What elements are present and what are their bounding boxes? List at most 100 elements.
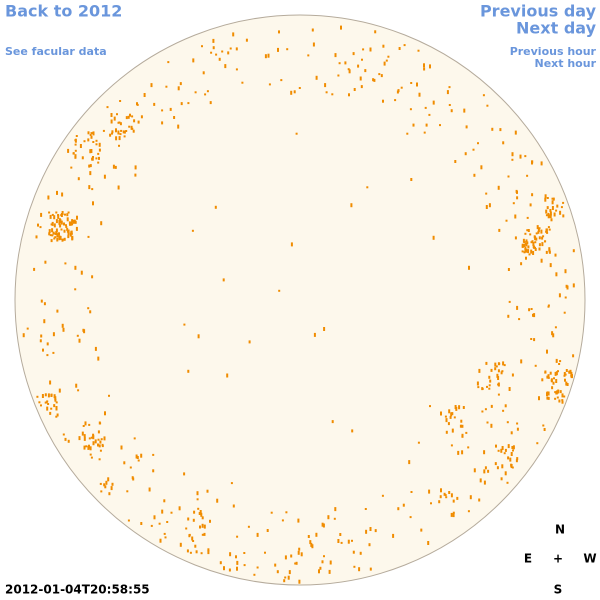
facula — [440, 488, 442, 493]
facula — [102, 129, 105, 132]
facula — [321, 560, 324, 564]
facula — [123, 135, 126, 138]
facula — [50, 393, 53, 397]
facula — [353, 88, 356, 91]
facula — [476, 381, 479, 386]
facula — [150, 524, 153, 527]
facula — [432, 100, 435, 105]
facula — [438, 500, 441, 504]
facula — [53, 223, 56, 228]
facula — [546, 206, 549, 210]
facula — [527, 245, 530, 249]
facula — [278, 289, 281, 292]
facula — [532, 251, 535, 255]
facula — [564, 378, 566, 382]
facula — [498, 228, 501, 232]
facula — [46, 400, 49, 403]
facula — [511, 152, 514, 157]
facula — [541, 236, 544, 240]
facula — [196, 498, 199, 501]
facula — [369, 527, 372, 531]
facula — [82, 425, 85, 427]
facula — [553, 212, 556, 217]
facula — [408, 460, 411, 465]
facula — [180, 102, 183, 106]
facula — [331, 420, 334, 424]
facula — [512, 202, 515, 205]
facula — [445, 430, 448, 434]
facula — [530, 249, 533, 254]
facula — [106, 106, 109, 109]
facula — [549, 371, 552, 375]
facula — [497, 376, 500, 380]
facula — [380, 74, 383, 78]
facula — [90, 436, 93, 439]
facula — [49, 234, 52, 237]
facula — [511, 158, 514, 161]
back-link[interactable]: Back to 2012 — [5, 2, 122, 21]
facula — [126, 490, 129, 493]
facula — [548, 249, 551, 253]
facula — [520, 359, 523, 364]
facula — [451, 412, 454, 416]
facula — [135, 454, 138, 459]
facula — [531, 160, 534, 164]
facula — [398, 47, 401, 50]
facula — [67, 232, 70, 236]
facula — [315, 532, 318, 537]
facula — [159, 538, 162, 543]
facula — [56, 309, 59, 313]
facula — [206, 90, 209, 93]
next-day-link[interactable]: Next day — [516, 19, 597, 38]
facula — [193, 510, 196, 514]
facula — [58, 388, 61, 393]
facula — [557, 389, 560, 394]
facula — [267, 53, 270, 58]
facula — [74, 154, 77, 159]
facula — [428, 113, 431, 116]
facula — [551, 331, 554, 336]
facula — [97, 443, 99, 447]
facula — [46, 406, 49, 411]
facula — [232, 32, 235, 37]
facula — [236, 560, 239, 565]
facula — [92, 141, 95, 143]
previous-day-link[interactable]: Previous day — [480, 2, 597, 21]
facula — [526, 229, 529, 232]
facula — [554, 371, 557, 376]
facula — [506, 481, 509, 484]
facula — [177, 124, 180, 129]
facula — [51, 234, 54, 237]
facula — [444, 415, 447, 418]
facula — [97, 161, 100, 164]
facular-link[interactable]: See facular data — [5, 45, 107, 58]
facula — [197, 507, 200, 510]
facula — [209, 101, 212, 105]
previous-hour-link[interactable]: Previous hour — [510, 45, 597, 58]
facula — [98, 444, 101, 448]
facula — [533, 338, 536, 342]
facula — [339, 533, 342, 536]
facula — [256, 566, 259, 569]
facula — [101, 445, 104, 448]
facula — [74, 149, 77, 152]
facula — [63, 229, 66, 233]
facula — [548, 228, 551, 231]
facula — [359, 76, 362, 81]
facula — [177, 86, 180, 91]
facula — [536, 442, 539, 445]
facula — [307, 54, 310, 57]
facula — [298, 579, 301, 584]
facula — [382, 44, 385, 48]
facula — [108, 492, 111, 496]
next-hour-link[interactable]: Next hour — [535, 57, 597, 70]
facula — [565, 369, 568, 372]
facula — [412, 123, 415, 127]
facula — [164, 536, 167, 539]
facula — [545, 209, 548, 214]
facula — [307, 535, 310, 538]
facula — [48, 232, 51, 236]
facula — [488, 384, 491, 387]
facula — [428, 489, 431, 494]
facula — [465, 125, 468, 129]
